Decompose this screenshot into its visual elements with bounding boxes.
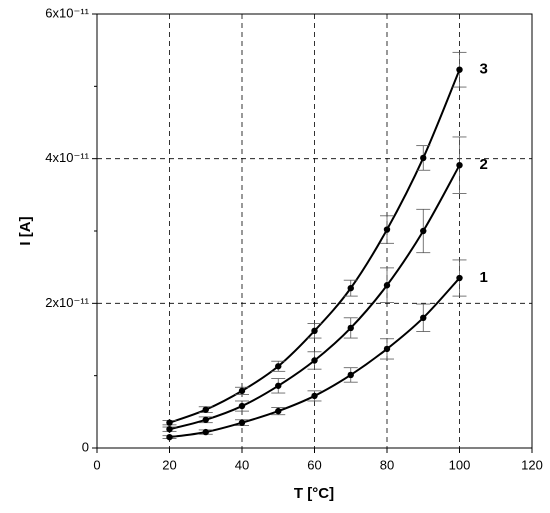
x-tick-label: 20 xyxy=(162,457,176,472)
y-tick-label: 0 xyxy=(82,439,89,454)
data-point xyxy=(238,402,246,410)
y-tick-label: 4x10⁻¹¹ xyxy=(45,150,89,165)
data-point xyxy=(275,382,282,389)
data-point xyxy=(166,419,173,426)
x-tick-label: 0 xyxy=(93,457,100,472)
data-point xyxy=(275,363,282,370)
data-point xyxy=(166,433,173,441)
data-point xyxy=(311,357,318,364)
x-tick-label: 40 xyxy=(235,457,249,472)
data-point xyxy=(420,227,427,235)
data-point xyxy=(238,419,246,426)
y-tick-label: 2x10⁻¹¹ xyxy=(45,295,89,310)
data-point xyxy=(383,226,391,233)
data-point xyxy=(238,387,246,395)
fit-curve xyxy=(169,69,461,424)
data-point xyxy=(420,314,427,321)
x-axis-label: T [°C] xyxy=(294,485,334,502)
plot-frame xyxy=(96,13,533,449)
data-point xyxy=(311,392,318,400)
data-point xyxy=(202,416,209,423)
x-tick-label: 120 xyxy=(521,457,543,472)
series-label: 1 xyxy=(480,269,488,286)
data-point xyxy=(311,327,318,335)
data-point xyxy=(420,154,427,162)
data-point xyxy=(347,324,354,332)
data-point xyxy=(347,284,354,292)
series-label: 2 xyxy=(480,156,488,173)
data-point xyxy=(275,407,282,415)
data-point xyxy=(456,274,463,282)
y-tick-label: 6x10⁻¹¹ xyxy=(45,5,89,20)
x-tick-label: 100 xyxy=(449,457,471,472)
data-point xyxy=(383,282,391,289)
data-point xyxy=(347,371,354,379)
data-point xyxy=(202,428,209,436)
series-label: 3 xyxy=(480,61,488,78)
y-axis-label: I [A] xyxy=(17,216,34,245)
x-tick-label: 60 xyxy=(307,457,321,472)
data-point xyxy=(456,161,463,169)
x-tick-label: 80 xyxy=(380,457,394,472)
data-point xyxy=(166,425,173,433)
data-point xyxy=(383,345,391,353)
data-point xyxy=(456,66,463,73)
data-point xyxy=(202,406,209,413)
